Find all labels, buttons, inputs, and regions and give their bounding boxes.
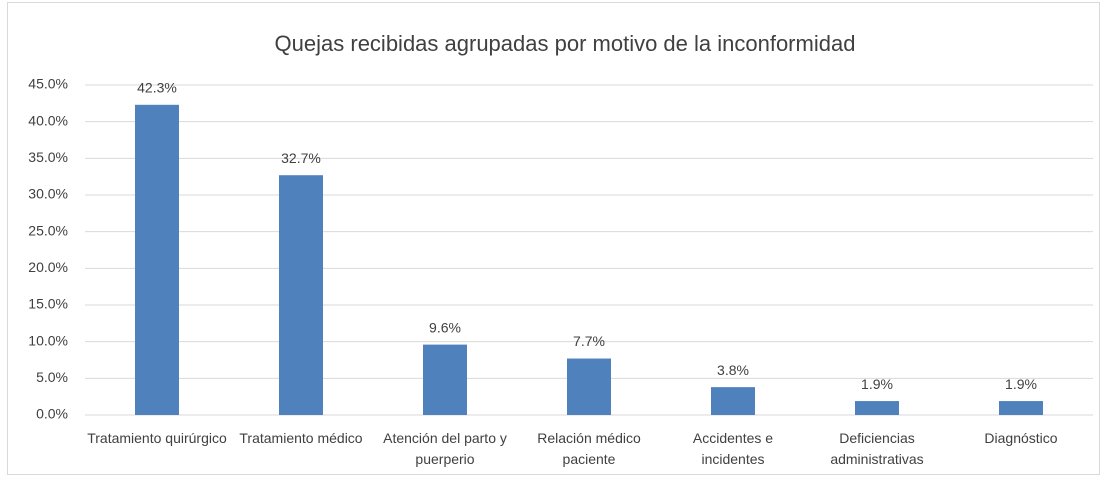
x-tick-label: Relación médico paciente (537, 430, 641, 467)
chart-frame (7, 2, 1100, 475)
data-label: 9.6% (429, 319, 461, 335)
y-tick-label: 25.0% (28, 222, 68, 238)
y-tick-label: 45.0% (28, 76, 68, 92)
bar (423, 344, 467, 415)
y-tick-label: 35.0% (28, 149, 68, 165)
y-tick-label: 5.0% (36, 369, 68, 385)
data-label: 7.7% (573, 333, 605, 349)
bar (279, 175, 323, 415)
data-label: 32.7% (281, 150, 321, 166)
y-tick-label: 20.0% (28, 259, 68, 275)
bar (567, 358, 611, 415)
x-tick-label: Tratamiento quirúrgico (87, 430, 227, 446)
data-label: 42.3% (137, 80, 177, 96)
chart-title: Quejas recibidas agrupadas por motivo de… (275, 31, 856, 56)
y-tick-label: 15.0% (28, 296, 68, 312)
bar (999, 401, 1043, 415)
x-tick-label: Atención del parto y puerperio (383, 430, 507, 467)
bar (855, 401, 899, 415)
bar (711, 387, 755, 415)
y-tick-label: 10.0% (28, 332, 68, 348)
x-tick-label: Accidentes e incidentes (692, 430, 774, 467)
data-label: 1.9% (1005, 376, 1037, 392)
x-tick-label: Deficiencias administrativas (830, 430, 924, 467)
data-label: 1.9% (861, 376, 893, 392)
y-tick-label: 40.0% (28, 112, 68, 128)
y-tick-label: 30.0% (28, 186, 68, 202)
y-tick-label: 0.0% (36, 406, 68, 422)
x-tick-label: Diagnóstico (984, 430, 1058, 446)
x-tick-label: Tratamiento médico (239, 430, 363, 446)
bar (135, 104, 179, 416)
data-label: 3.8% (717, 362, 749, 378)
